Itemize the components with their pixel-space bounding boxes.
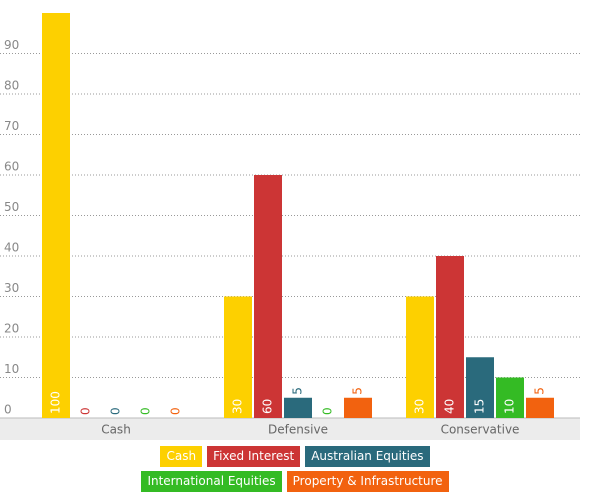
bar <box>526 397 554 418</box>
bar <box>344 397 372 418</box>
y-tick-label: 60 <box>4 160 19 174</box>
value-label: 10 <box>503 399 517 414</box>
y-tick-label: 90 <box>4 38 19 52</box>
x-tick-label: Cash <box>101 423 131 437</box>
x-axis-band <box>0 418 580 440</box>
bar <box>254 175 282 418</box>
y-tick-label: 80 <box>4 79 19 93</box>
y-tick-label: 30 <box>4 281 19 295</box>
legend: Cash Fixed Interest Australian Equities Int… <box>0 446 590 492</box>
legend-item[interactable]: Fixed Interest <box>207 446 301 467</box>
x-tick-label: Defensive <box>268 423 328 437</box>
value-label: 0 <box>139 407 153 415</box>
value-label: 30 <box>231 399 245 414</box>
value-label: 0 <box>169 407 183 415</box>
bar <box>284 397 312 418</box>
bar <box>496 377 524 418</box>
value-label: 0 <box>79 407 93 415</box>
legend-item[interactable]: Cash <box>160 446 203 467</box>
value-label: 0 <box>109 407 123 415</box>
bar <box>224 296 252 418</box>
value-label: 60 <box>261 399 275 414</box>
y-tick-label: 20 <box>4 322 19 336</box>
value-label: 100 <box>49 391 63 414</box>
bar <box>466 357 494 418</box>
value-label: 5 <box>351 387 365 395</box>
legend-item[interactable]: Property & Infrastructure <box>286 471 449 492</box>
y-tick-label: 0 <box>4 403 12 417</box>
legend-item[interactable]: International Equities <box>141 471 282 492</box>
y-tick-label: 40 <box>4 241 19 255</box>
value-label: 15 <box>473 399 487 414</box>
bar <box>42 13 70 418</box>
value-label: 0 <box>321 407 335 415</box>
value-label: 5 <box>533 387 547 395</box>
x-tick-label: Conservative <box>441 423 520 437</box>
y-tick-label: 50 <box>4 200 19 214</box>
bar <box>436 256 464 418</box>
legend-item[interactable]: Australian Equities <box>305 446 430 467</box>
value-label: 40 <box>443 399 457 414</box>
y-tick-label: 10 <box>4 362 19 376</box>
y-tick-label: 70 <box>4 119 19 133</box>
bar <box>406 296 434 418</box>
value-label: 30 <box>413 399 427 414</box>
value-label: 5 <box>291 387 305 395</box>
